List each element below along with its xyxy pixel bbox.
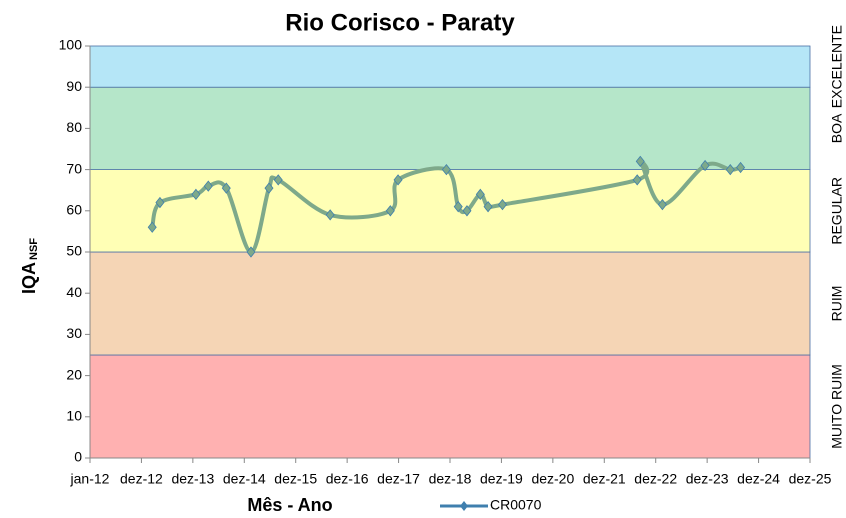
data-point [393,174,403,186]
x-tick-label: dez-15 [274,471,317,487]
data-point [497,198,507,211]
y-tick-label: 70 [66,160,82,176]
band [89,251,811,356]
x-axis-title: Mês - Ano [247,495,332,515]
data-point [155,196,165,209]
data-point [700,159,710,172]
data-point [325,209,335,221]
data-point [635,155,645,168]
data-point [475,188,485,200]
y-tick-label: 0 [74,449,82,465]
data-point [483,201,493,213]
data-point [632,174,642,186]
data-point [725,163,735,176]
chart-title: Rio Corisco - Paraty [285,9,515,36]
band-label: BOA [829,113,845,143]
legend-label: CR0070 [490,497,542,513]
band [89,45,811,88]
x-tick-label: dez-16 [326,471,369,487]
band [89,86,811,170]
y-tick-label: 30 [66,325,82,341]
x-tick-label: jan-12 [70,471,110,487]
y-axis-title: IQA NSF [19,238,40,294]
y-tick-label: 40 [66,284,82,300]
data-point [147,221,157,233]
legend-marker [460,501,468,511]
band-label: MUITO RUIM [829,364,845,449]
data-point [736,161,746,174]
data-point [273,174,283,186]
band-label: EXCELENTE [829,25,845,108]
y-axis-title-subscript: NSF [28,238,40,260]
band [89,354,811,459]
y-tick-label: 50 [66,243,82,259]
y-tick-label: 60 [66,202,82,218]
x-tick-label: dez-18 [429,471,472,487]
data-point [203,180,213,192]
data-point [453,201,463,213]
x-tick-label: dez-12 [120,471,163,487]
x-tick-label: dez-20 [531,471,574,487]
x-tick-label: dez-25 [789,471,832,487]
data-point [462,205,472,217]
data-point [246,246,256,258]
y-tick-label: 90 [66,78,82,94]
band-label: REGULAR [829,177,845,245]
data-point [657,198,667,211]
data-point [191,188,201,200]
y-tick-label: 100 [59,37,83,53]
x-tick-label: dez-19 [480,471,523,487]
data-point [441,163,451,176]
band [89,169,811,253]
y-tick-label: 10 [66,408,82,424]
band-label: RUIM [829,286,845,322]
data-point [221,182,231,194]
data-point [385,205,395,217]
x-tick-label: dez-17 [377,471,420,487]
y-axis-title-main: IQA [19,262,39,294]
x-tick-label: dez-22 [634,471,677,487]
x-tick-label: dez-21 [583,471,626,487]
y-tick-label: 20 [66,366,82,382]
data-point [264,182,274,194]
x-tick-label: dez-23 [686,471,729,487]
y-tick-label: 80 [66,119,82,135]
x-tick-label: dez-14 [223,471,266,487]
x-tick-label: dez-13 [171,471,214,487]
x-tick-label: dez-24 [737,471,780,487]
